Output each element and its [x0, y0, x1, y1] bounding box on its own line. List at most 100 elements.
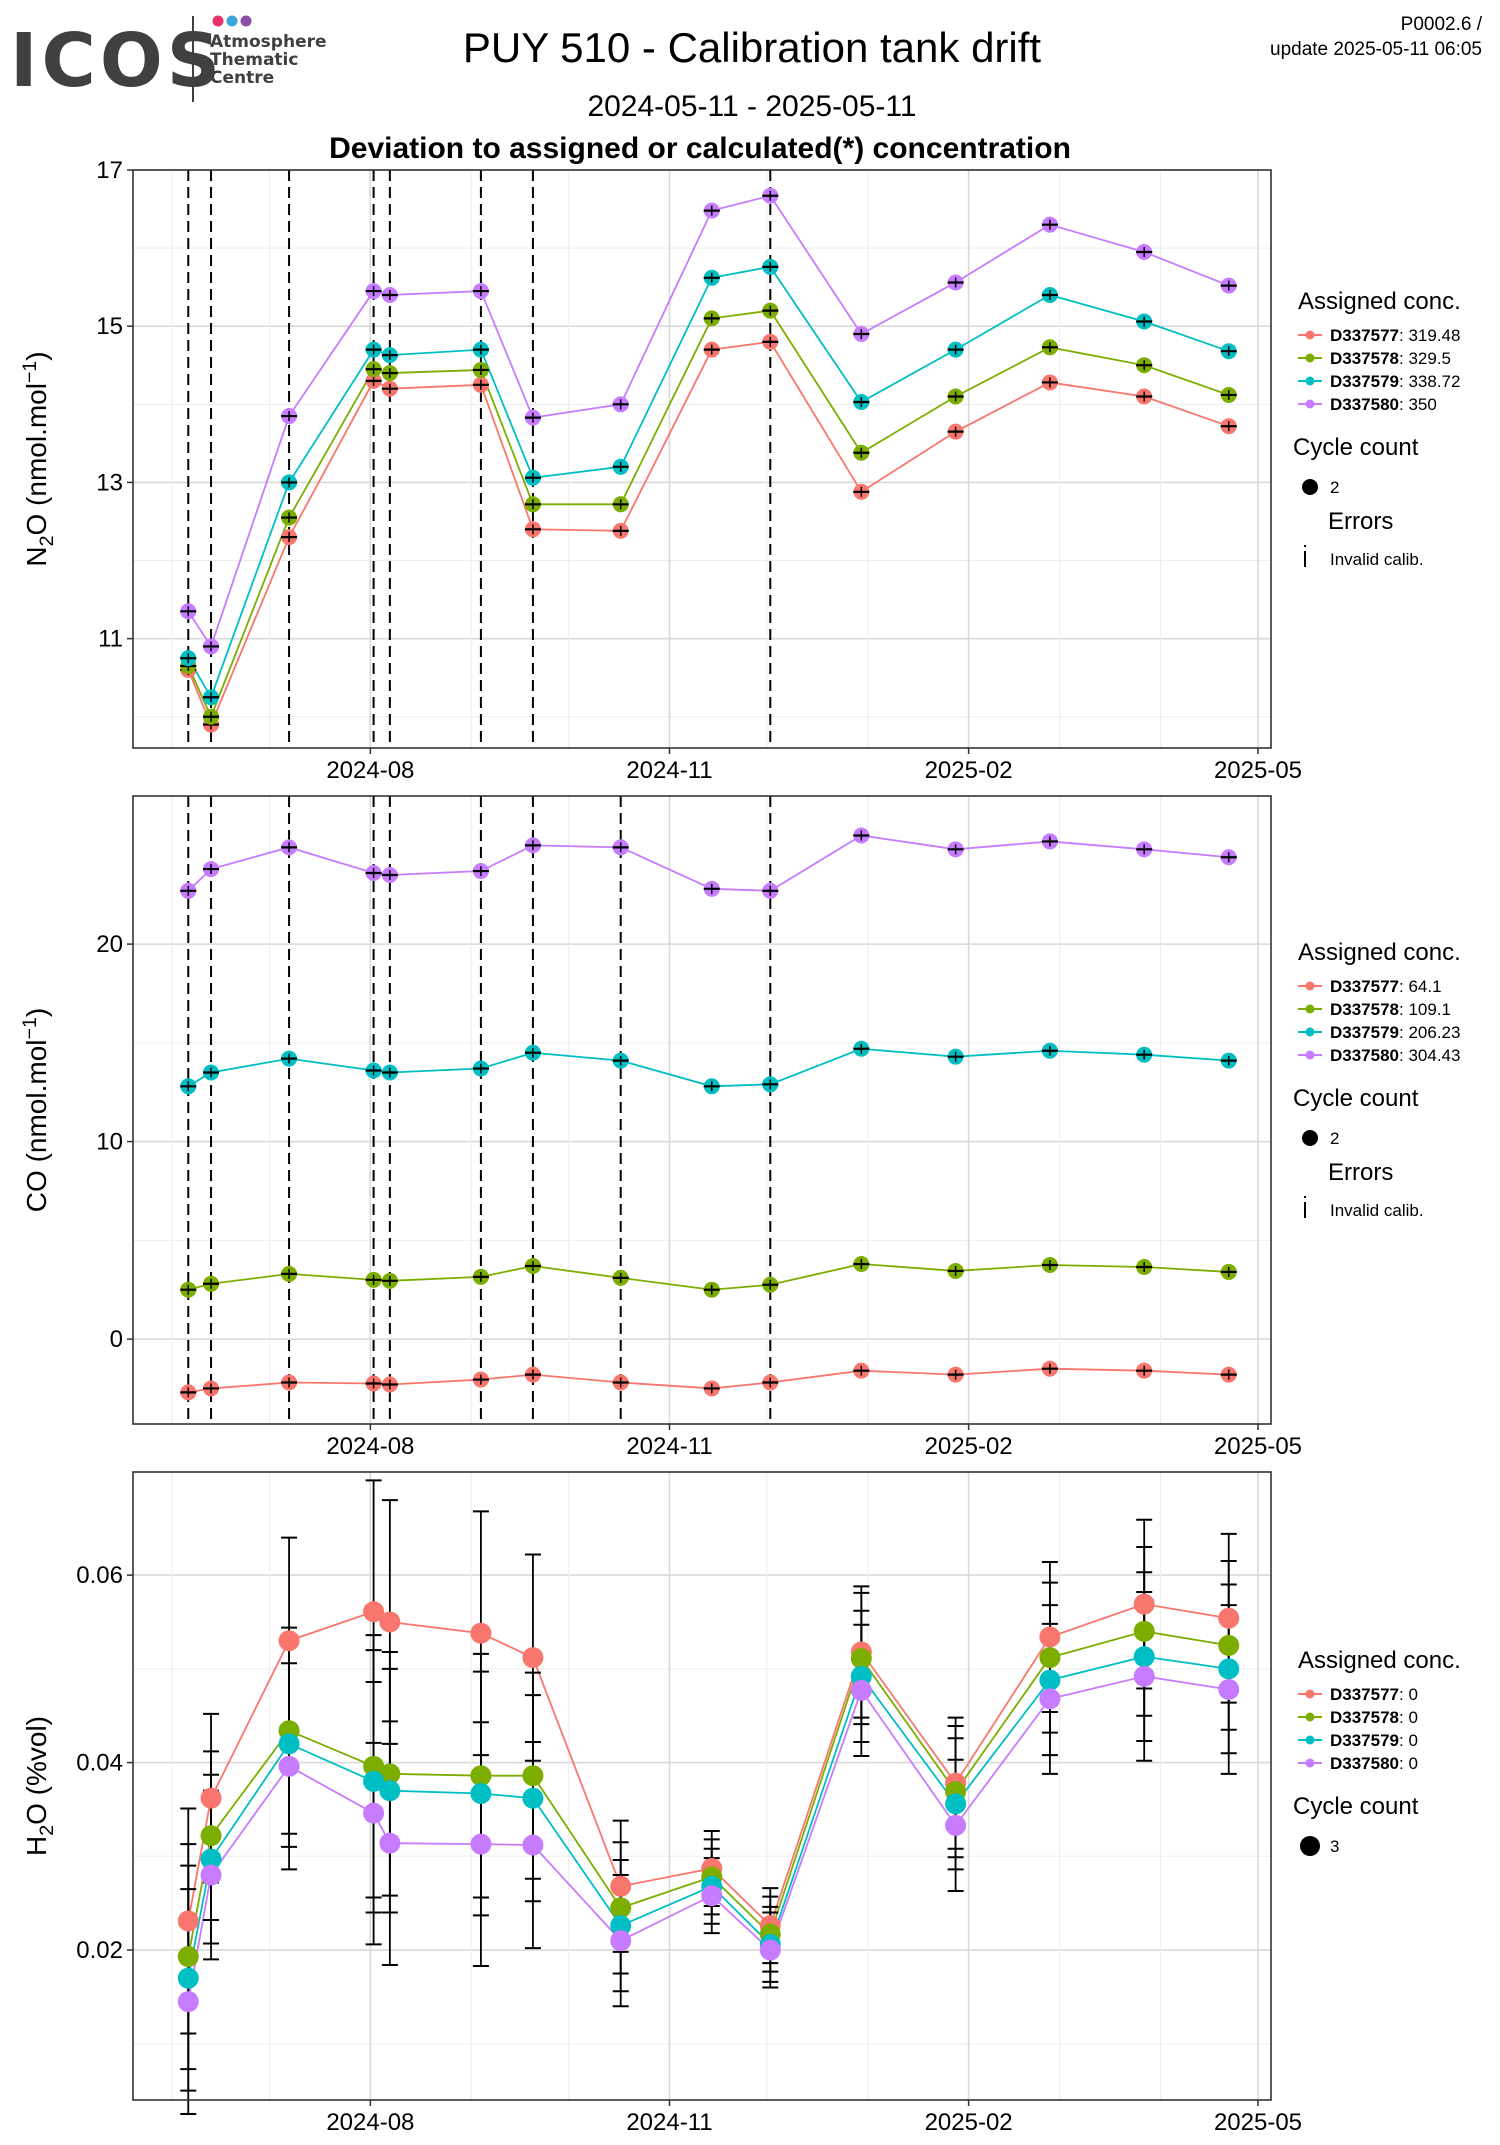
data-point-d337577 [1218, 1608, 1239, 1629]
data-point-d337580 [1218, 1679, 1239, 1700]
legend-entry-value: : 304.43 [1399, 1046, 1460, 1065]
data-point-d337578 [1039, 1647, 1060, 1668]
legend-entry-value: : 338.72 [1399, 372, 1460, 391]
y-tick-label: 0.02 [76, 1937, 123, 1964]
legend-entry-value: : 319.48 [1399, 326, 1460, 345]
data-point-d337577 [522, 1647, 543, 1668]
data-point-d337577 [1039, 1626, 1060, 1647]
h2o-panel: 0.020.040.062024-08 2024-11 2025-02 2025-05… [21, 1472, 1461, 2136]
legend-entry-name: D337577 [1330, 977, 1399, 996]
data-point-d337580 [851, 1680, 872, 1701]
y-tick-label: 0 [110, 1326, 123, 1353]
legend-swatch-point [1306, 1736, 1315, 1745]
legend-cycle-title: Cycle count [1293, 1793, 1419, 1820]
legend-entry: D337578: 0 [1330, 1708, 1418, 1727]
logo-dot [227, 16, 238, 27]
x-tick-label: 2024-08 [326, 2109, 414, 2136]
legend-cycle-swatch [1302, 479, 1318, 495]
legend-entry-name: D337579 [1330, 372, 1399, 391]
data-point-d337579 [1039, 1670, 1060, 1691]
y-axis-label: N2O (nmol.mol−1) [19, 351, 58, 566]
legend-swatch-point [1306, 1005, 1315, 1014]
data-point-d337579 [279, 1733, 300, 1754]
y-axis-label-part: O (%vol) [21, 1716, 52, 1825]
legend-entry-value: : 109.1 [1399, 1000, 1451, 1019]
n2o-panel: 11 13 15 17 2024-08 2024-11 2025-02 2025-05 N2O … [19, 157, 1461, 784]
data-point-d337577 [379, 1611, 400, 1632]
panel-border [133, 796, 1271, 1424]
y-axis-label-sup: −1 [19, 1017, 41, 1039]
y-tick-label: 17 [96, 157, 123, 184]
legend-entry-value: : 329.5 [1399, 349, 1451, 368]
data-point-d337579 [522, 1788, 543, 1809]
y-axis-label-part: N [21, 546, 52, 566]
legend-errors-title: Errors [1328, 1159, 1393, 1186]
logo-text: ICOS [10, 18, 224, 104]
data-point-d337578 [178, 1946, 199, 1967]
legend-swatch-point [1306, 1028, 1315, 1037]
y-tick-label: 11 [98, 626, 123, 653]
x-tick-label: 2024-11 [626, 2109, 712, 2136]
y-tick-label: 15 [96, 313, 123, 340]
report-canvas: ICOS Atmosphere Thematic Centre PUY 510 … [0, 0, 1500, 2145]
data-point-d337579 [1134, 1646, 1155, 1667]
legend-cycle-swatch [1300, 1836, 1320, 1856]
legend-entry-name: D337579 [1330, 1023, 1399, 1042]
y-axis-label-sup: −1 [19, 361, 41, 383]
data-point-d337577 [178, 1910, 199, 1931]
legend-title: Assigned conc. [1298, 1647, 1461, 1674]
legend-swatch-point [1306, 400, 1315, 409]
x-tick-label: 2025-05 [1214, 1433, 1302, 1460]
data-point-d337580 [201, 1865, 222, 1886]
legend-entry-value: : 64.1 [1399, 977, 1442, 996]
data-point-d337580 [178, 1991, 199, 2012]
legend-entry: D337579: 206.23 [1330, 1023, 1460, 1042]
y-tick-label: 0.04 [76, 1750, 123, 1777]
x-tick-label: 2025-05 [1214, 757, 1302, 784]
data-point-d337580 [1134, 1666, 1155, 1687]
legend-errors-title: Errors [1328, 508, 1393, 535]
logo-sub-line: Centre [210, 68, 274, 88]
data-point-d337580 [363, 1803, 384, 1824]
legend-entry: D337580: 304.43 [1330, 1046, 1460, 1065]
data-point-d337580 [701, 1885, 722, 1906]
legend-entry: D337579: 0 [1330, 1731, 1418, 1750]
legend-entry-value: : 206.23 [1399, 1023, 1460, 1042]
panel-border [133, 1472, 1271, 2100]
x-tick-label: 2024-11 [626, 757, 712, 784]
x-tick-label: 2024-11 [626, 1433, 712, 1460]
data-point-d337579 [178, 1968, 199, 1989]
legend-entry: D337577: 0 [1330, 1685, 1418, 1704]
legend-entry-name: D337577 [1330, 1685, 1399, 1704]
y-tick-label: 13 [96, 469, 123, 496]
data-point-d337580 [279, 1756, 300, 1777]
y-axis-label-part: CO (nmol.mol [21, 1039, 52, 1212]
y-axis-label-part: ) [21, 1008, 52, 1017]
legend-entry-name: D337580 [1330, 395, 1399, 414]
period-label: 2024-05-11 - 2025-05-11 [587, 90, 916, 123]
legend-errors-label: Invalid calib. [1330, 1201, 1424, 1220]
x-tick-label: 2025-02 [925, 1433, 1013, 1460]
legend-errors-label: Invalid calib. [1330, 550, 1424, 569]
x-tick-label: 2025-02 [925, 757, 1013, 784]
update-label: update 2025-05-11 06:05 [1270, 39, 1482, 60]
legend-swatch-point [1306, 982, 1315, 991]
legend-swatch-point [1306, 1713, 1315, 1722]
series-line-d337577 [188, 342, 1228, 725]
data-point-d337578 [1218, 1635, 1239, 1656]
legend-entry-value: : 0 [1399, 1731, 1418, 1750]
data-point-d337580 [610, 1930, 631, 1951]
data-point-d337580 [522, 1835, 543, 1856]
y-axis-label-part: ) [21, 351, 52, 360]
legend-entry-name: D337578 [1330, 1708, 1399, 1727]
legend-swatch-point [1306, 1759, 1315, 1768]
data-point-d337577 [1134, 1594, 1155, 1615]
y-tick-label: 0.06 [76, 1562, 123, 1589]
x-tick-label: 2024-08 [326, 757, 414, 784]
co-panel: 0 10 20 2024-08 2024-11 2025-02 2025-05 CO (nmo… [19, 796, 1461, 1460]
legend-entry-value: : 0 [1399, 1754, 1418, 1773]
legend-swatch-point [1306, 354, 1315, 363]
y-axis-label-sub: 2 [36, 536, 58, 547]
legend-entry-name: D337578 [1330, 1000, 1399, 1019]
legend-entry-value: : 0 [1399, 1708, 1418, 1727]
